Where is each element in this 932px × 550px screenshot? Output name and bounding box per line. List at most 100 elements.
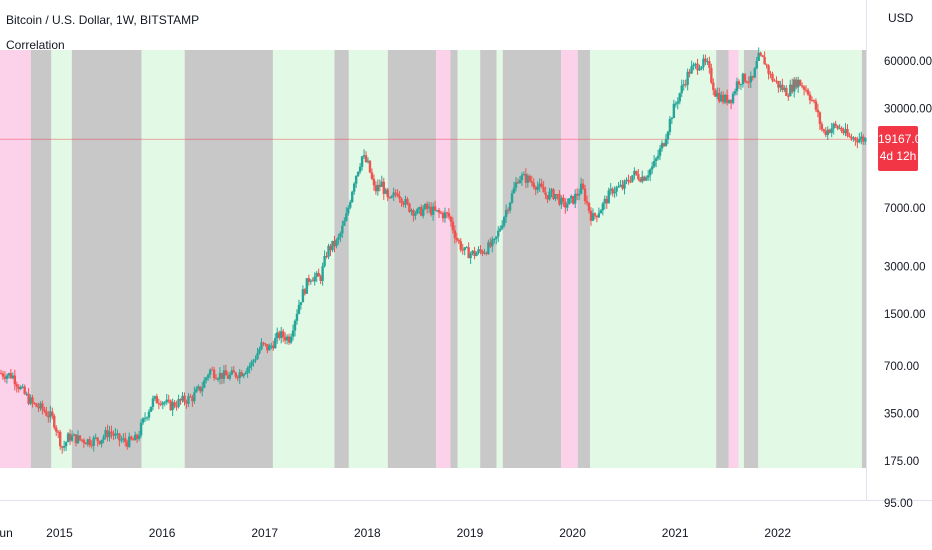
- candle-down: [126, 442, 129, 447]
- candle-up: [177, 399, 180, 407]
- candle-up: [838, 127, 841, 129]
- candle-up: [427, 206, 431, 209]
- candle-up: [526, 175, 530, 183]
- candle-up: [197, 386, 200, 389]
- candle-down: [82, 439, 86, 443]
- candle-up: [151, 398, 155, 407]
- candle-up: [664, 139, 668, 146]
- candle-up: [279, 331, 283, 339]
- correlation-band-pink: [728, 50, 739, 468]
- candle-up: [617, 186, 620, 188]
- candle-up: [625, 179, 628, 181]
- candle-up: [208, 369, 212, 375]
- candle-up: [410, 210, 413, 212]
- candle-down: [287, 336, 291, 343]
- candle-down: [84, 442, 88, 445]
- correlation-band-green: [348, 50, 388, 468]
- candle-up: [570, 195, 573, 199]
- symbol-title[interactable]: Bitcoin / U.S. Dollar, 1W, BITSTAMP: [6, 13, 200, 27]
- candle-down: [791, 84, 794, 92]
- candle-up: [504, 209, 508, 218]
- candle-up: [418, 207, 421, 209]
- candle-up: [268, 345, 271, 351]
- correlation-band-green: [496, 50, 503, 468]
- candle-down: [232, 370, 236, 373]
- candle-down: [850, 136, 853, 139]
- candle-up: [404, 199, 407, 205]
- candle-down: [281, 331, 285, 338]
- candle-up: [723, 94, 727, 103]
- candle-down: [325, 255, 328, 257]
- candle-up: [274, 338, 277, 349]
- candle-down: [80, 439, 84, 441]
- candle-up: [339, 233, 342, 238]
- candle-down: [834, 123, 837, 126]
- candle-up: [735, 81, 739, 92]
- candle-up: [520, 175, 524, 181]
- candle-up: [380, 181, 384, 187]
- candle-up: [149, 406, 153, 412]
- candle-down: [43, 409, 46, 412]
- candle-down: [447, 213, 451, 217]
- candle-down: [51, 411, 54, 416]
- candle-up: [347, 207, 350, 214]
- candle-up: [25, 393, 28, 395]
- candle-down: [773, 80, 776, 82]
- candle-up: [670, 118, 674, 120]
- candle-up: [345, 213, 348, 221]
- candle-down: [33, 402, 36, 404]
- y-tick-label: 350.00: [884, 409, 919, 421]
- candle-up: [660, 143, 664, 149]
- candle-up: [826, 129, 829, 136]
- bar-countdown: 4d 12h: [879, 149, 917, 163]
- candle-down: [27, 393, 30, 404]
- candle-down: [575, 193, 579, 196]
- candle-up: [538, 183, 541, 187]
- candle-down: [17, 386, 20, 390]
- candle-up: [566, 204, 569, 208]
- correlation-band-green: [457, 50, 481, 468]
- candle-down: [828, 129, 831, 133]
- candle-up: [739, 84, 743, 86]
- candle-up: [864, 138, 867, 142]
- candle-up: [698, 68, 701, 71]
- candle-down: [131, 439, 135, 441]
- candle-down: [516, 182, 520, 184]
- correlation-band-green: [141, 50, 185, 468]
- candle-up: [246, 368, 249, 373]
- candle-down: [593, 213, 597, 216]
- candle-down: [524, 173, 528, 183]
- candle-down: [317, 272, 320, 277]
- candle-up: [668, 119, 672, 132]
- indicator-name[interactable]: Correlation: [6, 38, 65, 52]
- candle-up: [362, 155, 366, 157]
- candle-down: [777, 80, 780, 88]
- candle-up: [682, 84, 685, 86]
- candle-down: [787, 95, 790, 97]
- candle-up: [222, 370, 226, 379]
- candle-down: [272, 345, 275, 349]
- candle-down: [585, 201, 589, 203]
- candle-up: [493, 238, 496, 240]
- candle-up: [299, 302, 303, 305]
- candle-up: [416, 208, 419, 214]
- candle-up: [392, 192, 395, 197]
- candle-up: [128, 436, 131, 447]
- candle-up: [94, 437, 97, 439]
- candle-down: [794, 79, 798, 88]
- correlation-band-gray: [716, 50, 729, 468]
- currency-label[interactable]: USD: [888, 11, 914, 25]
- candle-up: [741, 73, 745, 85]
- candle-down: [319, 276, 322, 281]
- candle-up: [256, 353, 259, 360]
- candle-up: [100, 439, 103, 444]
- candle-down: [856, 140, 859, 143]
- candle-up: [337, 237, 340, 240]
- candle-up: [755, 61, 758, 69]
- x-tick-label: 2019: [457, 526, 484, 540]
- candle-up: [560, 197, 563, 205]
- correlation-band-gray: [502, 50, 562, 468]
- candle-down: [98, 441, 101, 444]
- candle-up: [465, 247, 468, 249]
